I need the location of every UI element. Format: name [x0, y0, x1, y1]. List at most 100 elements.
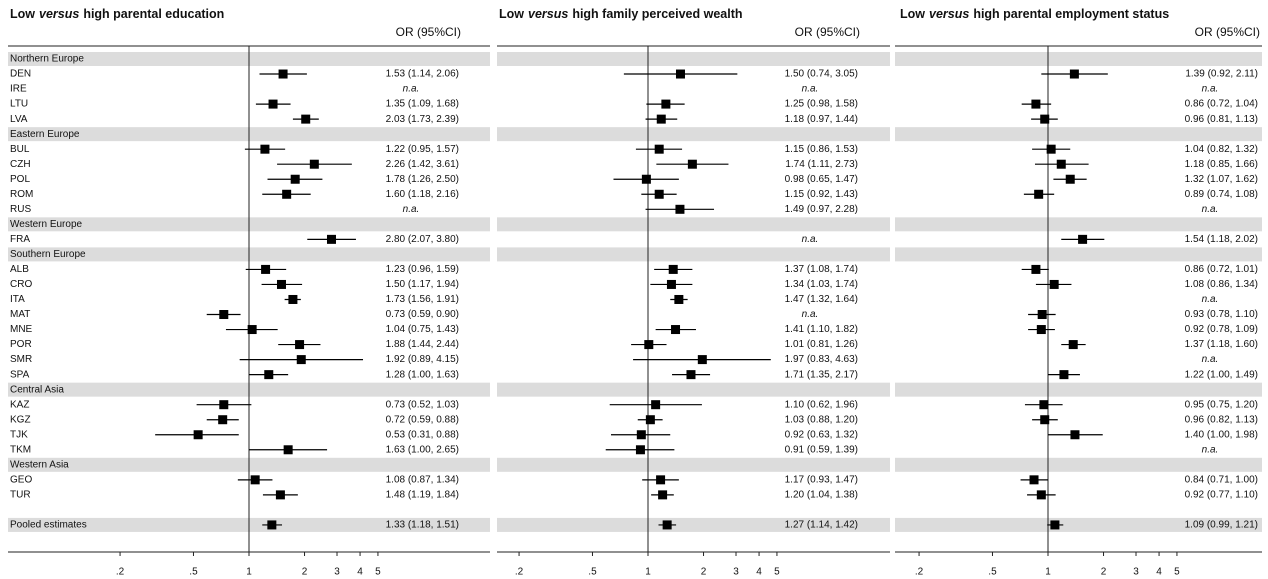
group-label: Northern Europe	[10, 54, 84, 65]
estimate-marker	[288, 294, 298, 304]
estimate-marker	[278, 69, 288, 79]
value-label: 1.08 (0.86, 1.34)	[1185, 279, 1258, 290]
value-label: n.a.	[1202, 204, 1219, 215]
row-label: SPA	[10, 369, 30, 380]
estimate-marker	[1039, 400, 1049, 410]
value-label: 1.92 (0.89, 4.15)	[386, 354, 459, 365]
x-tick-label: 3	[733, 567, 739, 578]
estimate-marker	[268, 99, 278, 109]
estimate-marker	[283, 445, 293, 455]
estimate-marker	[661, 99, 671, 109]
estimate-marker	[675, 69, 685, 79]
estimate-marker	[290, 174, 300, 184]
value-label: 1.48 (1.19, 1.84)	[386, 490, 459, 501]
estimate-marker	[675, 204, 685, 214]
value-label: n.a.	[403, 84, 420, 95]
value-label: 0.86 (0.72, 1.01)	[1185, 264, 1258, 275]
value-label: 0.98 (0.65, 1.47)	[785, 174, 858, 185]
row-label: TUR	[10, 490, 31, 501]
estimate-marker	[1070, 430, 1080, 440]
x-tick-label: 3	[1133, 567, 1139, 578]
estimate-marker	[275, 490, 285, 500]
row-label: TKM	[10, 444, 31, 455]
value-label: n.a.	[1202, 444, 1219, 455]
row-label: ITA	[10, 294, 25, 305]
title-text: high parental education	[83, 7, 224, 21]
value-label: 1.74 (1.11, 2.73)	[785, 159, 858, 170]
x-tick-label: 4	[1156, 567, 1162, 578]
row-label: BUL	[10, 144, 30, 155]
x-tick-label: 4	[357, 567, 363, 578]
estimate-marker	[1036, 325, 1046, 335]
value-label: n.a.	[1202, 354, 1219, 365]
value-label: 0.84 (0.71, 1.00)	[1185, 474, 1258, 485]
x-tick-label: .5	[988, 567, 997, 578]
value-label: 1.17 (0.93, 1.47)	[785, 474, 858, 485]
value-label: 1.25 (0.98, 1.58)	[785, 99, 858, 110]
value-label: 0.93 (0.78, 1.10)	[1185, 309, 1258, 320]
value-label: 0.86 (0.72, 1.04)	[1185, 99, 1258, 110]
x-tick-label: 1	[1045, 567, 1051, 578]
estimate-marker	[247, 325, 257, 335]
estimate-marker	[1046, 144, 1056, 154]
row-label: CZH	[10, 159, 31, 170]
estimate-marker	[295, 340, 305, 350]
value-label: 1.18 (0.97, 1.44)	[785, 114, 858, 125]
estimate-marker	[1050, 520, 1060, 530]
estimate-marker	[1036, 490, 1046, 500]
estimate-marker	[282, 189, 292, 199]
value-label: 1.22 (1.00, 1.49)	[1185, 369, 1258, 380]
value-label: 1.37 (1.18, 1.60)	[1185, 339, 1258, 350]
estimate-marker	[645, 415, 655, 425]
value-label: 1.97 (0.83, 4.63)	[785, 354, 858, 365]
value-label: 0.92 (0.63, 1.32)	[785, 429, 858, 440]
x-tick-label: 5	[774, 567, 780, 578]
estimate-marker	[635, 445, 645, 455]
value-label: 1.32 (1.07, 1.62)	[1185, 174, 1258, 185]
row-label: GEO	[10, 474, 32, 485]
estimate-marker	[686, 370, 696, 380]
value-label: n.a.	[403, 204, 420, 215]
value-label: 1.41 (1.10, 1.82)	[785, 324, 858, 335]
row-label: POL	[10, 174, 30, 185]
value-label: 1.35 (1.09, 1.68)	[386, 99, 459, 110]
row-label: MNE	[10, 324, 33, 335]
estimate-marker	[309, 159, 319, 169]
estimate-marker	[218, 415, 228, 425]
value-label: 1.20 (1.04, 1.38)	[785, 490, 858, 501]
value-label: 1.39 (0.92, 2.11)	[1185, 69, 1258, 80]
title-emphasis: versus	[39, 7, 79, 21]
value-label: 0.91 (0.59, 1.39)	[785, 444, 858, 455]
value-label: 1.15 (0.92, 1.43)	[785, 189, 858, 200]
x-tick-label: .5	[189, 567, 198, 578]
estimate-marker	[1056, 159, 1066, 169]
row-band	[497, 382, 890, 397]
row-label: ROM	[10, 189, 33, 200]
column-header: OR (95%CI)	[1195, 25, 1260, 39]
estimate-marker	[1040, 415, 1050, 425]
estimate-marker	[644, 340, 654, 350]
x-tick-label: 1	[645, 567, 651, 578]
estimate-marker	[1031, 99, 1041, 109]
row-label: TJK	[10, 429, 28, 440]
estimate-marker	[276, 279, 286, 289]
x-tick-label: .2	[915, 567, 924, 578]
x-tick-label: .2	[116, 567, 125, 578]
estimate-marker	[1069, 69, 1079, 79]
value-label: n.a.	[1202, 84, 1219, 95]
group-label: Central Asia	[10, 384, 64, 395]
value-label: 1.15 (0.86, 1.53)	[785, 144, 858, 155]
row-band	[497, 457, 890, 472]
estimate-marker	[674, 294, 684, 304]
row-label: LTU	[10, 99, 28, 110]
estimate-marker	[687, 159, 697, 169]
value-label: 1.63 (1.00, 2.65)	[386, 444, 459, 455]
row-band	[895, 247, 1262, 262]
x-tick-label: 2	[701, 567, 707, 578]
value-label: 1.88 (1.44, 2.44)	[386, 339, 459, 350]
value-label: 1.18 (0.85, 1.66)	[1185, 159, 1258, 170]
row-label: Pooled estimates	[10, 520, 87, 531]
row-band	[895, 457, 1262, 472]
estimate-marker	[301, 114, 311, 124]
value-label: 1.10 (0.62, 1.96)	[785, 399, 858, 410]
